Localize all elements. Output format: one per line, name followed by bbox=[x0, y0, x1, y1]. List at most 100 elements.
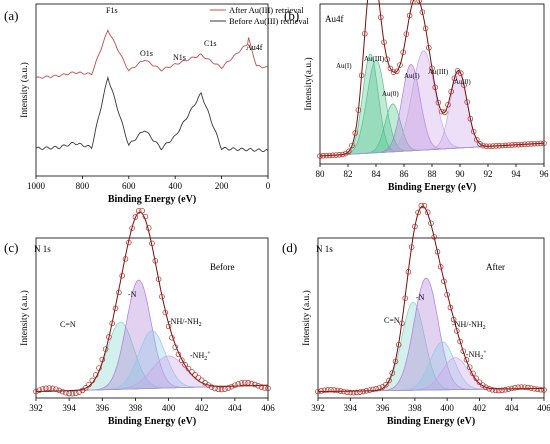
data-point bbox=[119, 273, 125, 279]
data-point bbox=[502, 387, 509, 393]
y-axis-label: Intensity (a.u.) bbox=[19, 290, 30, 346]
data-point bbox=[59, 388, 66, 395]
panel-label-d: (d) bbox=[282, 240, 297, 255]
data-point bbox=[145, 225, 152, 231]
data-point bbox=[518, 141, 525, 148]
x-tick-label: 90 bbox=[456, 169, 466, 179]
data-point bbox=[142, 213, 149, 220]
data-point bbox=[381, 39, 387, 45]
data-point bbox=[358, 72, 365, 79]
data-point bbox=[445, 102, 451, 108]
panel-label-b: (b) bbox=[284, 8, 299, 23]
data-point bbox=[399, 320, 405, 327]
data-point bbox=[152, 258, 159, 264]
data-point bbox=[418, 202, 425, 209]
data-point bbox=[434, 249, 441, 255]
data-point bbox=[467, 116, 474, 122]
data-point bbox=[493, 143, 499, 149]
x-tick-label: 396 bbox=[376, 403, 390, 413]
data-point bbox=[460, 348, 467, 354]
data-point bbox=[405, 269, 412, 275]
peak-label-d-cn: C=N bbox=[384, 316, 400, 325]
data-point bbox=[89, 377, 96, 384]
data-point bbox=[376, 385, 383, 391]
data-point bbox=[438, 108, 445, 115]
data-point bbox=[242, 379, 248, 386]
data-point bbox=[492, 387, 499, 394]
data-point bbox=[185, 365, 192, 372]
data-point bbox=[383, 382, 389, 388]
data-point bbox=[518, 384, 525, 390]
data-point bbox=[386, 377, 392, 384]
data-point bbox=[505, 386, 512, 392]
data-point bbox=[198, 377, 205, 384]
data-point bbox=[135, 208, 142, 214]
panel-label-a: (a) bbox=[4, 8, 18, 23]
x-tick-label: 82 bbox=[344, 169, 353, 179]
data-point bbox=[149, 240, 155, 247]
data-point bbox=[422, 25, 429, 32]
x-tick-label: 402 bbox=[473, 403, 487, 413]
data-point bbox=[212, 385, 218, 392]
data-point bbox=[129, 225, 135, 231]
x-tick-label: 86 bbox=[400, 169, 410, 179]
data-point bbox=[464, 99, 470, 105]
data-point bbox=[43, 385, 49, 392]
data-point bbox=[56, 387, 62, 394]
x-tick-label: 600 bbox=[122, 181, 136, 191]
data-point bbox=[541, 387, 547, 393]
data-point bbox=[496, 387, 502, 394]
data-point bbox=[172, 344, 178, 350]
data-point bbox=[538, 386, 544, 393]
peak-label-au-0-1: Au(0) bbox=[382, 90, 399, 98]
data-point bbox=[355, 107, 362, 113]
data-point bbox=[222, 386, 228, 392]
data-point bbox=[470, 128, 477, 135]
data-point bbox=[426, 45, 432, 51]
peak-label-au-0-2: Au(0) bbox=[454, 78, 471, 86]
data-point bbox=[46, 385, 53, 391]
data-point bbox=[53, 386, 59, 392]
data-point bbox=[474, 136, 480, 143]
data-point bbox=[541, 140, 547, 146]
data-point bbox=[245, 380, 251, 386]
data-point bbox=[454, 328, 460, 334]
data-point bbox=[109, 320, 115, 327]
data-point bbox=[179, 357, 185, 363]
data-point bbox=[496, 143, 502, 149]
data-point bbox=[447, 304, 454, 311]
data-point bbox=[76, 389, 82, 395]
data-point bbox=[528, 385, 534, 391]
data-point bbox=[470, 370, 476, 377]
x-tick-label: 404 bbox=[228, 403, 242, 413]
y-axis-label: Intensity(a.u.) bbox=[303, 57, 314, 110]
x-axis-label: Binding Energy (eV) bbox=[108, 416, 196, 427]
data-point bbox=[410, 0, 416, 5]
peak-label-d-nh2plus: -NH2+ bbox=[466, 350, 487, 361]
data-point bbox=[195, 374, 202, 381]
data-point bbox=[349, 142, 355, 149]
data-point bbox=[394, 68, 400, 75]
x-tick-label: 398 bbox=[129, 403, 143, 413]
plot-frame bbox=[35, 3, 269, 177]
data-point bbox=[373, 386, 379, 392]
x-tick-label: 392 bbox=[29, 403, 43, 413]
data-point bbox=[339, 151, 346, 158]
data-point bbox=[341, 388, 347, 395]
data-point bbox=[122, 256, 129, 262]
data-point bbox=[431, 234, 437, 240]
x-tick-label: 80 bbox=[316, 169, 326, 179]
data-point bbox=[458, 70, 464, 77]
x-tick-label: 0 bbox=[266, 181, 271, 191]
data-point bbox=[86, 381, 92, 388]
x-tick-label: 398 bbox=[408, 403, 422, 413]
x-tick-label: 400 bbox=[162, 403, 176, 413]
data-point bbox=[370, 386, 376, 393]
data-point bbox=[477, 141, 483, 147]
data-point bbox=[353, 389, 360, 396]
data-point bbox=[208, 384, 215, 390]
data-point bbox=[139, 207, 145, 214]
data-point bbox=[324, 387, 331, 393]
x-tick-label: 402 bbox=[195, 403, 209, 413]
